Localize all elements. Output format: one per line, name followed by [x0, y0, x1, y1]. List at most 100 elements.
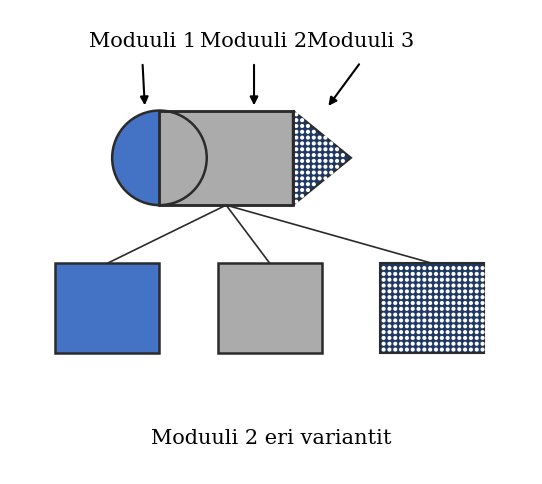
Circle shape — [429, 308, 431, 311]
Circle shape — [417, 302, 420, 305]
Circle shape — [295, 183, 298, 186]
Circle shape — [394, 267, 397, 270]
Circle shape — [458, 285, 461, 287]
Circle shape — [295, 125, 298, 128]
Circle shape — [388, 296, 391, 299]
Circle shape — [324, 160, 327, 163]
Circle shape — [469, 348, 472, 351]
Circle shape — [458, 279, 461, 282]
Circle shape — [481, 285, 484, 287]
Circle shape — [411, 343, 414, 346]
Circle shape — [295, 189, 298, 192]
Circle shape — [452, 296, 455, 299]
Circle shape — [435, 325, 437, 328]
Circle shape — [417, 267, 420, 270]
Circle shape — [446, 302, 449, 305]
Bar — [159, 111, 293, 206]
Circle shape — [411, 302, 414, 305]
Circle shape — [307, 178, 309, 181]
Circle shape — [399, 337, 402, 340]
Circle shape — [435, 290, 437, 293]
Circle shape — [318, 143, 321, 146]
Circle shape — [399, 348, 402, 351]
Circle shape — [469, 279, 472, 282]
Circle shape — [324, 143, 327, 146]
Circle shape — [481, 296, 484, 299]
Circle shape — [335, 160, 338, 163]
Circle shape — [411, 314, 414, 317]
Circle shape — [469, 319, 472, 322]
Circle shape — [481, 319, 484, 322]
Circle shape — [435, 296, 437, 299]
Circle shape — [394, 285, 397, 287]
Circle shape — [446, 279, 449, 282]
Circle shape — [469, 337, 472, 340]
Circle shape — [411, 273, 414, 276]
Circle shape — [446, 337, 449, 340]
Circle shape — [481, 267, 484, 270]
Circle shape — [475, 319, 478, 322]
Circle shape — [417, 325, 420, 328]
Circle shape — [411, 337, 414, 340]
Circle shape — [441, 273, 443, 276]
Circle shape — [423, 302, 425, 305]
Circle shape — [469, 296, 472, 299]
Circle shape — [452, 285, 455, 287]
Circle shape — [295, 120, 298, 122]
Circle shape — [382, 285, 385, 287]
Circle shape — [435, 267, 437, 270]
Circle shape — [458, 348, 461, 351]
Circle shape — [423, 314, 425, 317]
Bar — [159, 111, 293, 206]
Circle shape — [394, 290, 397, 293]
Circle shape — [411, 279, 414, 282]
Circle shape — [481, 314, 484, 317]
Circle shape — [295, 149, 298, 151]
Circle shape — [452, 337, 455, 340]
Circle shape — [452, 302, 455, 305]
Circle shape — [411, 308, 414, 311]
Circle shape — [429, 302, 431, 305]
Circle shape — [312, 178, 315, 181]
Circle shape — [469, 343, 472, 346]
Circle shape — [295, 166, 298, 169]
Circle shape — [429, 285, 431, 287]
Circle shape — [464, 314, 467, 317]
Circle shape — [464, 296, 467, 299]
Circle shape — [301, 131, 304, 134]
Circle shape — [429, 337, 431, 340]
Circle shape — [301, 120, 304, 122]
Circle shape — [394, 331, 397, 334]
Circle shape — [429, 331, 431, 334]
Circle shape — [301, 178, 304, 181]
Circle shape — [423, 331, 425, 334]
Bar — [218, 264, 322, 353]
Circle shape — [318, 154, 321, 157]
Bar — [55, 264, 159, 353]
Circle shape — [417, 314, 420, 317]
Circle shape — [423, 296, 425, 299]
Circle shape — [435, 319, 437, 322]
Circle shape — [318, 172, 321, 175]
Circle shape — [475, 302, 478, 305]
Circle shape — [301, 172, 304, 175]
Circle shape — [411, 290, 414, 293]
Circle shape — [382, 273, 385, 276]
Circle shape — [452, 343, 455, 346]
Circle shape — [388, 319, 391, 322]
Circle shape — [458, 319, 461, 322]
Circle shape — [435, 331, 437, 334]
Circle shape — [394, 296, 397, 299]
Circle shape — [405, 273, 408, 276]
Circle shape — [435, 337, 437, 340]
Circle shape — [341, 154, 344, 157]
Circle shape — [411, 296, 414, 299]
Circle shape — [324, 154, 327, 157]
Circle shape — [312, 154, 315, 157]
Circle shape — [301, 137, 304, 140]
Circle shape — [481, 348, 484, 351]
Circle shape — [411, 319, 414, 322]
Circle shape — [458, 296, 461, 299]
Circle shape — [458, 290, 461, 293]
Circle shape — [301, 183, 304, 186]
